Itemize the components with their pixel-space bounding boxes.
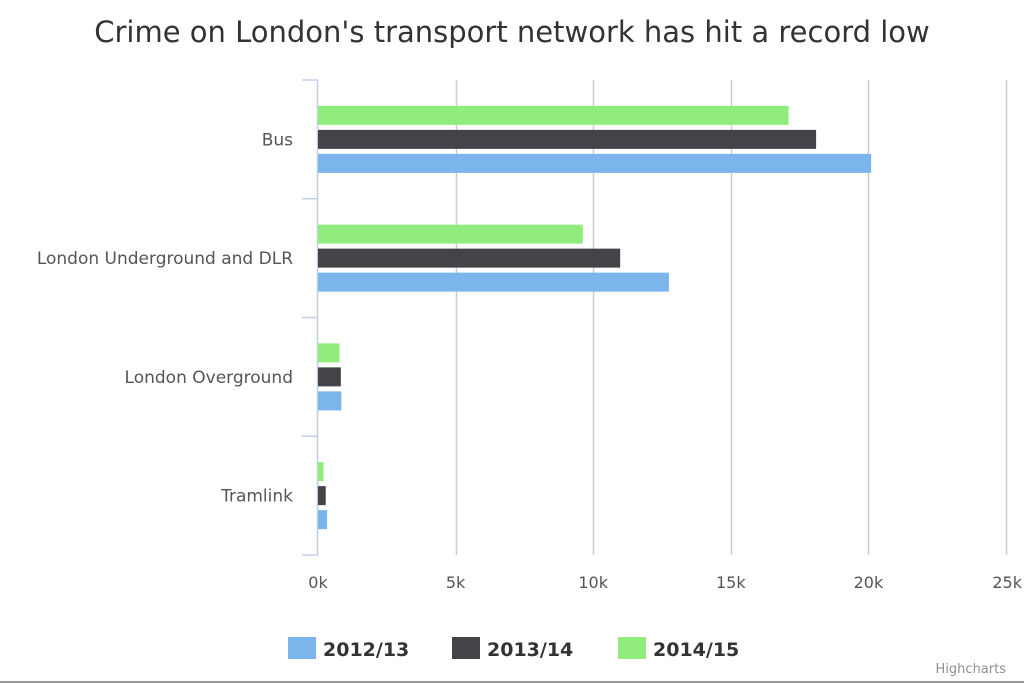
bar[interactable] (318, 367, 341, 387)
legend[interactable]: 2012/13 2013/14 2014/15 (288, 637, 739, 661)
category-axis (302, 79, 319, 556)
bar[interactable] (318, 224, 583, 244)
legend-swatch (288, 637, 316, 659)
category-label: London Underground and DLR (37, 249, 293, 269)
bar[interactable] (318, 129, 817, 149)
tick-label: 20k (854, 573, 884, 592)
grid (455, 80, 1008, 555)
bars (318, 105, 872, 530)
category-label: Tramlink (220, 487, 293, 507)
bar[interactable] (318, 510, 328, 530)
legend-label: 2014/15 (653, 639, 739, 661)
legend-item[interactable]: 2012/13 (288, 637, 409, 661)
bar[interactable] (318, 462, 324, 482)
chart-title: Crime on London's transport network has … (94, 15, 930, 49)
tick-label: 5k (446, 573, 466, 592)
tick-label: 0k (308, 573, 328, 592)
category-label: Bus (262, 130, 293, 150)
category-labels: Bus London Underground and DLR London Over… (37, 130, 293, 506)
bar[interactable] (318, 343, 340, 363)
legend-label: 2013/14 (487, 639, 573, 661)
bar[interactable] (318, 391, 342, 411)
bar[interactable] (318, 272, 669, 292)
legend-item[interactable]: 2014/15 (618, 637, 739, 661)
legend-label: 2012/13 (323, 639, 409, 661)
category-label: London Overground (125, 368, 293, 388)
tick-label: 10k (578, 573, 608, 592)
bar[interactable] (318, 105, 789, 125)
bar[interactable] (318, 486, 326, 506)
value-axis-labels: 0k 5k 10k 15k 20k 25k (308, 573, 1022, 592)
bar[interactable] (318, 153, 872, 173)
tick-label: 25k (992, 573, 1022, 592)
tick-label: 15k (716, 573, 746, 592)
legend-swatch (452, 637, 480, 659)
bar[interactable] (318, 248, 621, 268)
credits-link[interactable]: Highcharts (936, 662, 1007, 677)
legend-item[interactable]: 2013/14 (452, 637, 573, 661)
legend-swatch (618, 637, 646, 659)
